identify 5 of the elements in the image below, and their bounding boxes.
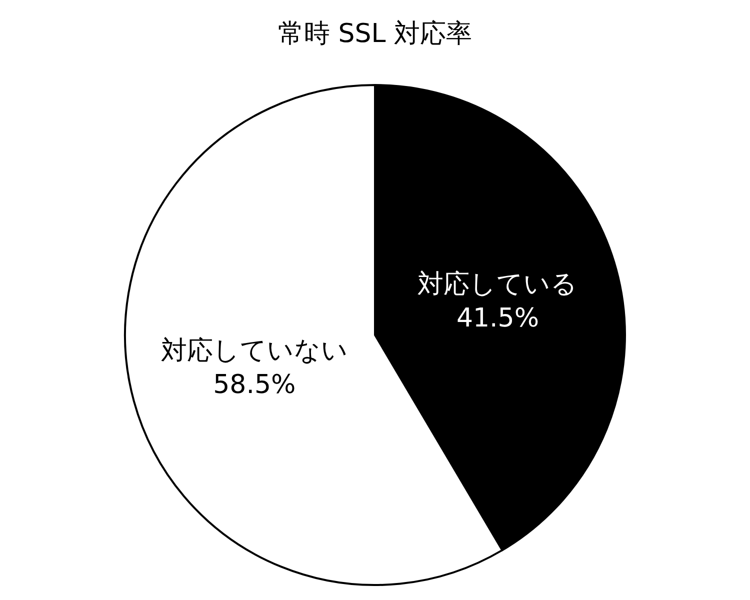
chart-title: 常時 SSL 対応率 [278,19,472,50]
data-label: 41.5% [456,303,540,334]
data-label: 58.5% [213,370,296,400]
slice-label: 対応している [418,270,578,300]
slice-label: 対応していない [160,336,348,366]
